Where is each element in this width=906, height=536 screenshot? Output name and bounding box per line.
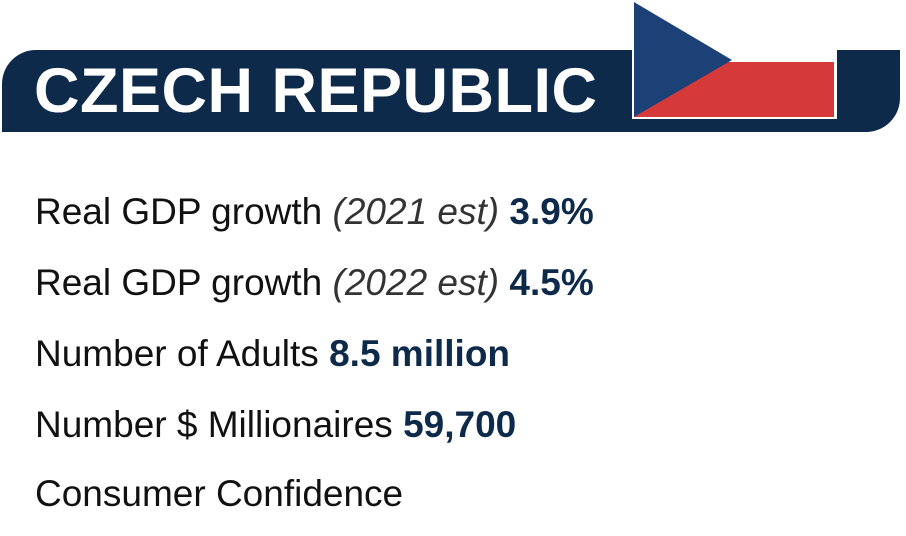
stat-label: Consumer Confidence bbox=[35, 473, 404, 514]
stats-list: Real GDP growth (2021 est) 3.9% Real GDP… bbox=[35, 180, 895, 535]
stat-row-consumer-confidence: Consumer Confidence bbox=[35, 464, 895, 535]
stat-value: 4.5% bbox=[509, 262, 594, 303]
stat-label: Real GDP growth bbox=[35, 191, 323, 232]
stat-label: Number $ Millionaires bbox=[35, 404, 393, 445]
czech-flag-icon bbox=[632, 2, 837, 119]
stat-row-gdp-2022: Real GDP growth (2022 est) 4.5% bbox=[35, 251, 895, 322]
stat-label: Number of Adults bbox=[35, 333, 319, 374]
page-title: CZECH REPUBLIC bbox=[34, 56, 598, 126]
stat-value: 3.9% bbox=[509, 191, 594, 232]
stat-value: 8.5 million bbox=[329, 333, 511, 374]
stat-value: 59,700 bbox=[403, 404, 517, 445]
stat-note: (2021 est) bbox=[332, 191, 500, 232]
stat-row-adults: Number of Adults 8.5 million bbox=[35, 322, 895, 393]
stat-row-millionaires: Number $ Millionaires 59,700 bbox=[35, 393, 895, 464]
stat-label: Real GDP growth bbox=[35, 262, 323, 303]
stat-note: (2022 est) bbox=[332, 262, 500, 303]
stat-row-gdp-2021: Real GDP growth (2021 est) 3.9% bbox=[35, 180, 895, 251]
